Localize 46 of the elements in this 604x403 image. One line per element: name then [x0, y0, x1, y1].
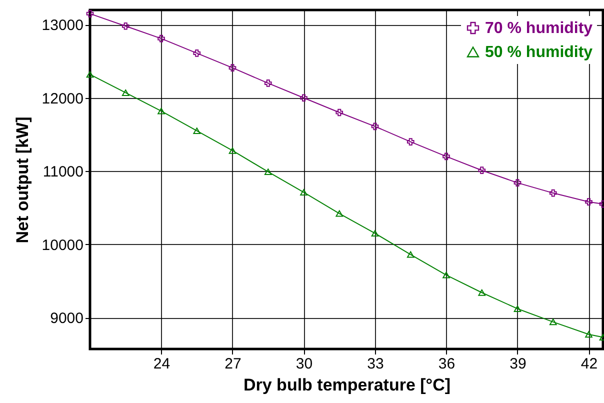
point	[122, 22, 130, 30]
y-axis-title: Net output [kW]	[12, 116, 32, 244]
point	[86, 10, 94, 18]
x-tick-label: 30	[296, 356, 313, 372]
point	[442, 152, 450, 160]
point	[300, 189, 308, 196]
point	[336, 108, 344, 116]
x-tick-label: 39	[510, 356, 526, 372]
y-tick-label: 12000	[42, 90, 84, 108]
point	[478, 289, 486, 296]
point	[442, 272, 450, 278]
point	[514, 305, 522, 312]
x-tick-label: 36	[438, 356, 456, 372]
point	[585, 331, 592, 338]
x-tick-label: 33	[367, 356, 384, 372]
point	[264, 80, 272, 87]
point	[228, 64, 236, 72]
point	[158, 34, 165, 42]
x-tick-label: 42	[580, 356, 598, 372]
legend-label: 70 % humidity	[485, 20, 593, 37]
point	[371, 230, 379, 237]
point	[122, 90, 130, 96]
point	[86, 71, 94, 78]
point	[300, 94, 308, 102]
y-tick-label: 10000	[42, 236, 84, 254]
point	[406, 251, 414, 258]
point	[264, 168, 272, 176]
point	[193, 50, 201, 57]
point	[514, 179, 522, 186]
point	[158, 108, 165, 114]
x-axis-title: Dry bulb temperature [°C]	[243, 376, 451, 394]
point	[193, 128, 201, 134]
point	[336, 210, 344, 217]
x-tick-label: 24	[153, 356, 170, 372]
point	[549, 189, 557, 197]
y-tick-label: 9000	[50, 310, 84, 328]
x-tick-label: 27	[224, 356, 242, 372]
legend-label: 50 % humidity	[485, 44, 593, 61]
point	[478, 166, 486, 174]
y-tick-label: 13000	[42, 17, 84, 34]
point	[585, 198, 592, 206]
y-tick-label: 11000	[42, 164, 84, 181]
point	[406, 138, 414, 146]
point	[228, 147, 236, 154]
point	[371, 122, 379, 130]
point	[549, 318, 557, 326]
